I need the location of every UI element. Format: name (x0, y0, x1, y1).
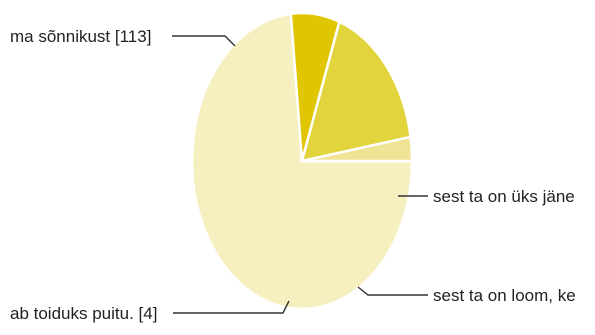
leader-line-slice-0 (172, 35, 236, 47)
slice-label-3: ab toiduks puitu. [4] (10, 304, 157, 323)
slice-label-0: ma sõnnikust [113] (10, 27, 151, 46)
pie-slices (190, 11, 414, 311)
pie-slice-2 (300, 20, 412, 163)
pie-slice-3 (301, 135, 414, 163)
leader-line-slice-2 (357, 286, 428, 296)
leader-line-slice-3 (173, 300, 290, 314)
slice-label-1: sest ta on üks jäne (433, 187, 575, 206)
slice-label-2: sest ta on loom, ke (433, 286, 576, 305)
leader-lines (172, 35, 428, 314)
